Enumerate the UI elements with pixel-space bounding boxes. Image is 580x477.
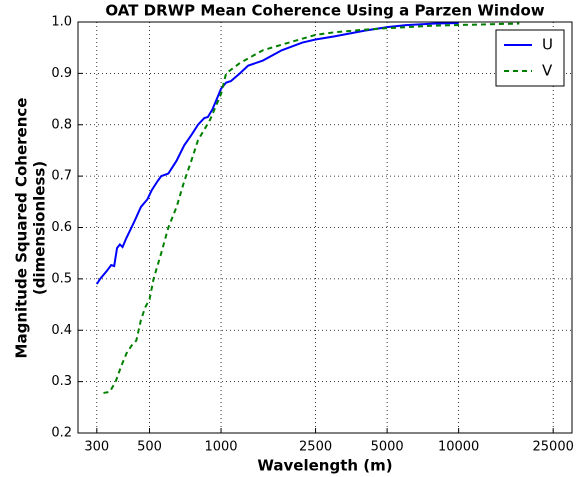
line-series — [95, 22, 459, 285]
x-tick-label: 25000 — [533, 440, 574, 455]
legend — [495, 29, 565, 87]
x-tick-label: 10000 — [438, 440, 479, 455]
x-tick-label: 2500 — [299, 440, 332, 455]
y-tick-label: 0.3 — [51, 374, 72, 389]
y-tick-label: 0.8 — [51, 117, 72, 132]
x-axis-label: Wavelength (m) — [257, 457, 392, 475]
legend-label: V — [542, 62, 553, 80]
chart-title: OAT DRWP Mean Coherence Using a Parzen W… — [105, 2, 544, 20]
legend-label: U — [542, 36, 553, 54]
y-tick-label: 0.7 — [51, 169, 72, 184]
x-tick-label: 5000 — [371, 440, 404, 455]
x-tick-label: 300 — [84, 440, 109, 455]
x-tick-label: 500 — [137, 440, 162, 455]
y-tick-label: 0.2 — [51, 426, 72, 441]
x-tick-label: 1000 — [204, 440, 237, 455]
y-tick-label: 0.5 — [51, 271, 72, 286]
y-tick-label: 0.9 — [51, 66, 72, 81]
y-tick-label: 0.6 — [51, 220, 72, 235]
y-axis-label: (dimensionless) — [31, 161, 49, 295]
y-tick-label: 1.0 — [51, 15, 72, 30]
plot-frame — [77, 21, 573, 434]
y-tick-label: 0.4 — [51, 323, 72, 338]
y-axis-label: Magnitude Squared Coherence — [13, 98, 31, 359]
line-series — [103, 22, 520, 394]
